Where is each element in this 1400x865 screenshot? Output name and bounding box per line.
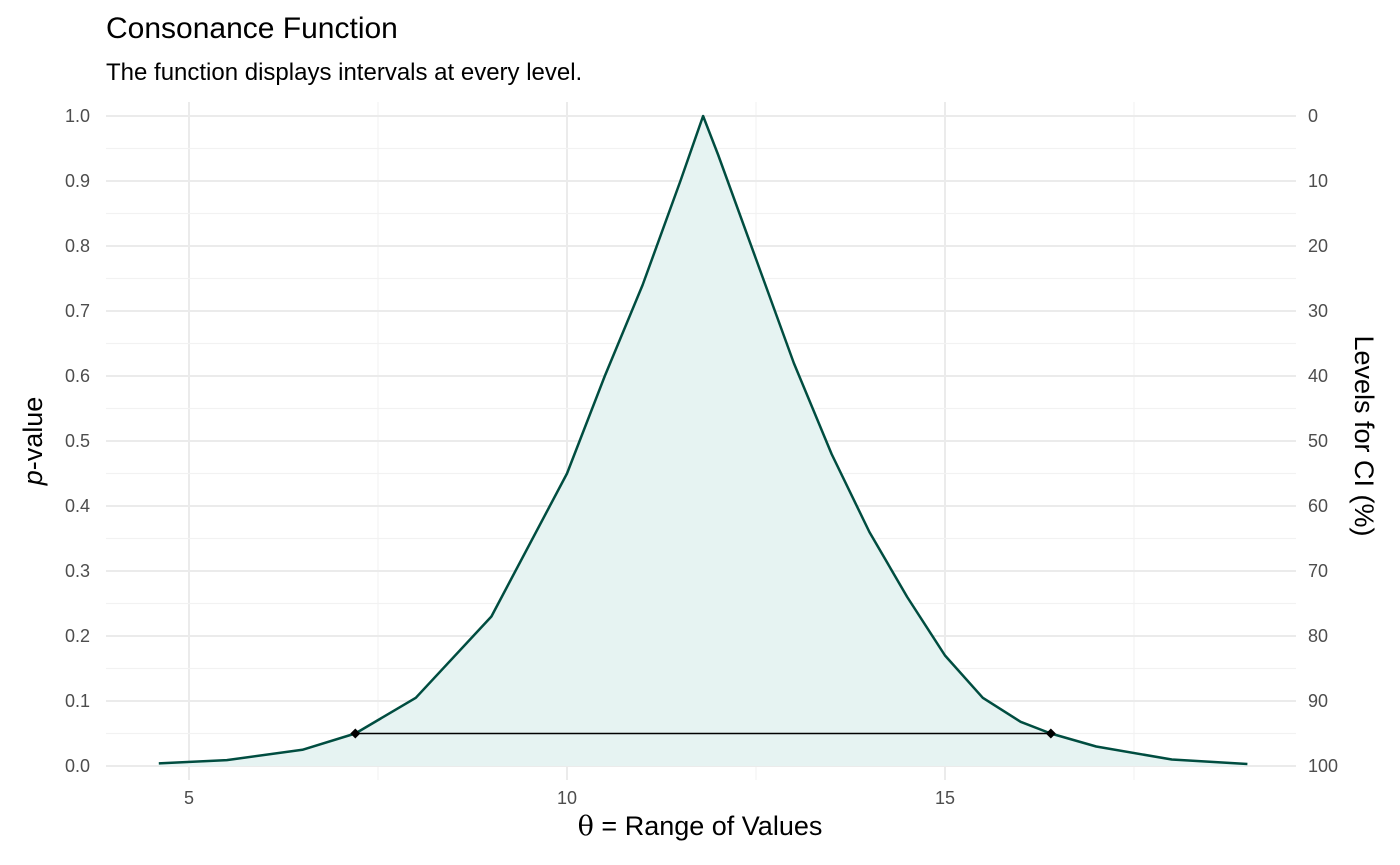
y-tick-label: 0.9: [65, 171, 90, 191]
y-tick-label: 0.2: [65, 626, 90, 646]
x-tick-label: 10: [557, 788, 577, 808]
y-tick-label: 0.0: [65, 756, 90, 776]
y2-tick-label: 90: [1308, 691, 1328, 711]
y2-tick-label: 10: [1308, 171, 1328, 191]
consonance-curve: [158, 114, 1248, 766]
interval-endpoint-marker: [1045, 728, 1056, 739]
x-tick-label: 5: [184, 788, 194, 808]
y2-tick-label: 40: [1308, 366, 1328, 386]
y2-axis-title: Levels for CI (%): [1349, 335, 1379, 536]
y2-tick-label: 70: [1308, 561, 1328, 581]
y2-tick-label: 20: [1308, 236, 1328, 256]
y2-tick-label: 30: [1308, 301, 1328, 321]
y-axis-rest: -value: [18, 397, 48, 471]
y-tick-label: 1.0: [65, 106, 90, 126]
x-axis-label: Range of Values: [625, 811, 823, 841]
y-tick-label: 0.8: [65, 236, 90, 256]
y2-tick-label: 50: [1308, 431, 1328, 451]
y-tick-label: 0.5: [65, 431, 90, 451]
chart-title: Consonance Function: [106, 12, 398, 45]
y-tick-label: 0.7: [65, 301, 90, 321]
y-tick-label: 0.4: [65, 496, 90, 516]
y2-tick-label: 100: [1308, 756, 1338, 776]
chart-subtitle: The function displays intervals at every…: [106, 59, 582, 86]
y-tick-label: 0.1: [65, 691, 90, 711]
y-axis-p: p: [18, 470, 48, 486]
x-axis-equals: =: [601, 811, 617, 841]
interval-endpoints: [350, 728, 1056, 739]
y-tick-label: 0.3: [65, 561, 90, 581]
curve-area: [158, 116, 1248, 766]
x-axis-symbol: θ: [578, 811, 594, 842]
y2-tick-label: 0: [1308, 106, 1318, 126]
x-axis-title: θ = Range of Values: [578, 811, 823, 842]
y2-tick-label: 60: [1308, 496, 1328, 516]
x-tick-label: 15: [935, 788, 955, 808]
interval-endpoint-marker: [350, 728, 361, 739]
y-axis-title: p-value: [18, 397, 48, 487]
y-tick-label: 0.6: [65, 366, 90, 386]
y2-tick-label: 80: [1308, 626, 1328, 646]
